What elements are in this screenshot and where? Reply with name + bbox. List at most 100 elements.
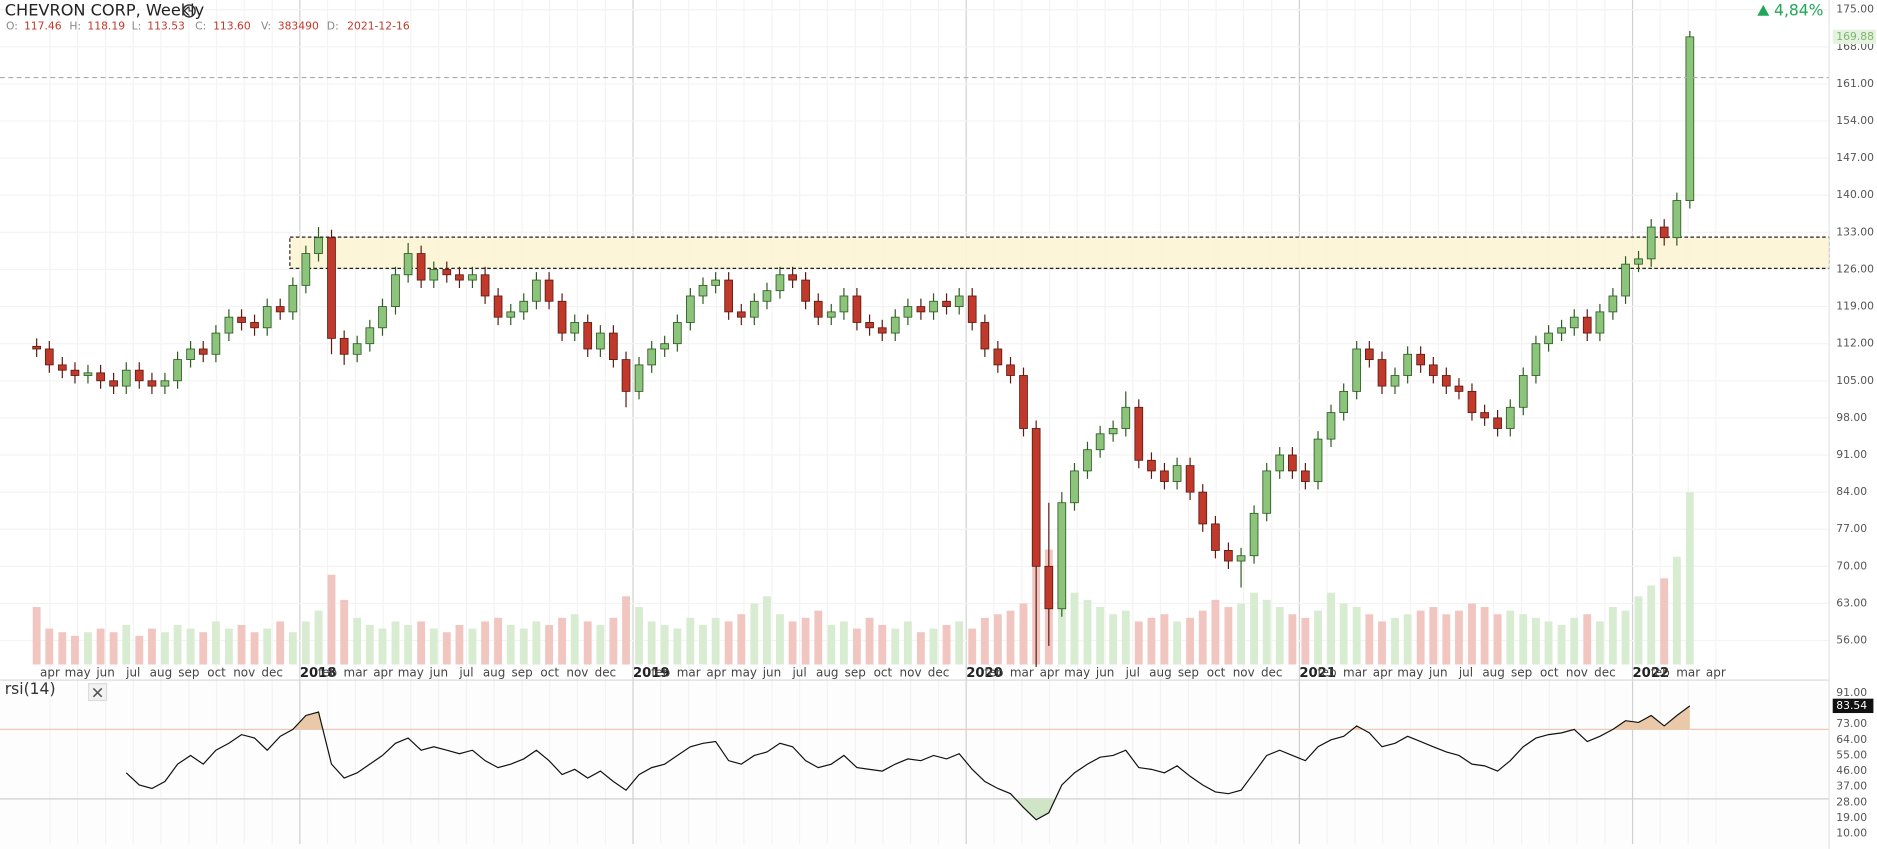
x-tick-label: apr	[1373, 665, 1393, 679]
y-tick-label: 133.00	[1836, 225, 1874, 238]
x-tick-label: feb	[1317, 665, 1336, 679]
volume-bar	[122, 625, 131, 665]
volume-bar	[32, 607, 41, 665]
candle-body	[1121, 406, 1131, 429]
volume-bar	[737, 614, 746, 665]
candle-body	[1544, 332, 1553, 345]
y-tick-label: 98.00	[1836, 411, 1867, 424]
volume-bar	[570, 614, 579, 665]
x-tick-label: nov	[566, 665, 588, 679]
candle-body	[1301, 470, 1310, 482]
volume-bar	[1327, 592, 1335, 665]
y-tick-label: 84.00	[1836, 485, 1867, 498]
volume-bar	[840, 621, 848, 665]
info-value: 118.19	[87, 19, 125, 32]
volume-bar	[916, 632, 925, 665]
info-label: C:	[195, 19, 206, 32]
chart-title: CHEVRON CORP, Weekly	[5, 0, 205, 19]
candle-body	[237, 316, 246, 323]
volume-bar	[1365, 614, 1374, 665]
candle-body	[775, 274, 785, 292]
volume-bar	[1570, 617, 1579, 665]
volume-bar	[250, 632, 259, 665]
volume-bar	[1403, 614, 1412, 665]
candle-body	[1518, 375, 1528, 408]
x-tick-label: oct	[207, 665, 226, 679]
volume-bar	[1416, 610, 1425, 665]
candle-body	[1108, 428, 1118, 435]
volume-bar	[1544, 621, 1553, 665]
x-tick-label: dec	[928, 665, 950, 679]
volume-bar	[417, 621, 426, 665]
candle-body	[1634, 258, 1643, 265]
volume-bar	[1391, 617, 1399, 665]
candle-body	[929, 300, 938, 313]
candle-body	[468, 274, 477, 281]
candle-body	[711, 279, 720, 286]
x-tick-label: jul	[791, 665, 806, 679]
volume-bar	[878, 625, 887, 665]
candle-body	[1275, 454, 1285, 472]
candle-body	[813, 300, 823, 318]
x-tick-label: oct	[540, 665, 559, 679]
volume-bar	[1121, 610, 1130, 665]
volume-bar	[1378, 621, 1386, 665]
change-arrow	[1757, 4, 1770, 16]
candle-body	[506, 311, 516, 318]
volume-bar	[1083, 599, 1092, 665]
candle-body	[1428, 364, 1438, 376]
candle-body	[250, 322, 259, 329]
volume-bar	[353, 617, 362, 665]
x-tick-label: apr	[706, 665, 726, 679]
candle-body	[275, 306, 285, 313]
candle-body	[519, 300, 529, 313]
volume-bar	[391, 621, 400, 665]
rsi-tick-label: 55.00	[1836, 748, 1867, 761]
candle-body	[1608, 295, 1618, 313]
volume-bar	[776, 614, 784, 665]
x-tick-label: sep	[1511, 665, 1532, 679]
candle-body	[211, 332, 221, 355]
candle-body	[826, 311, 836, 318]
info-label: V:	[261, 19, 271, 32]
volume-bar	[891, 628, 900, 665]
candle-body	[1134, 406, 1144, 461]
candle-body	[1083, 449, 1092, 472]
x-tick-label: feb	[984, 665, 1003, 679]
volume-bar	[583, 621, 592, 665]
volume-bar	[519, 628, 528, 665]
x-tick-label: sep	[178, 665, 199, 679]
candle-body	[314, 237, 323, 254]
volume-bar	[1532, 617, 1540, 665]
volume-bar	[596, 625, 605, 665]
volume-bar	[276, 621, 285, 665]
volume-bar	[301, 621, 310, 665]
volume-bar	[1070, 592, 1079, 665]
volume-bar	[1211, 599, 1220, 665]
candle-body	[198, 348, 208, 355]
volume-bar	[660, 625, 669, 665]
candle-body	[532, 279, 541, 302]
volume-bar	[1262, 599, 1271, 665]
x-tick-label: apr	[1706, 665, 1726, 679]
x-tick-label: sep	[845, 665, 866, 679]
volume-bar	[1468, 603, 1476, 665]
volume-bar	[1685, 492, 1694, 665]
candle-body	[1019, 375, 1028, 429]
candle-body	[724, 279, 733, 313]
candle-body	[1236, 555, 1246, 562]
candle-body	[852, 295, 862, 323]
close-indicator-button[interactable]	[87, 683, 108, 702]
candle-body	[1262, 470, 1272, 514]
candle-body	[1467, 390, 1477, 414]
volume-bar	[378, 628, 387, 665]
x-tick-label: nov	[233, 665, 255, 679]
volume-bar	[429, 628, 438, 665]
x-tick-label: apr	[40, 665, 60, 679]
volume-bar	[852, 628, 861, 665]
candle-body	[1160, 470, 1169, 482]
volume-bar	[929, 628, 938, 665]
volume-bar	[1634, 596, 1643, 665]
candle-body	[1646, 226, 1656, 260]
